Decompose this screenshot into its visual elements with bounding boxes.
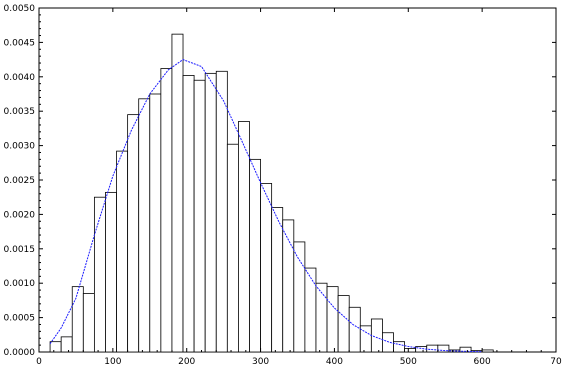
histogram-bar (260, 183, 273, 353)
histogram-bar (105, 191, 117, 353)
y-tick-label: 0.0000 (4, 348, 36, 358)
y-axis: 0.0000 0.0005 0.0010 0.0015 0.0020 0.0025 0.00… (4, 4, 556, 358)
histogram-bar (71, 286, 84, 353)
histogram-bar (481, 349, 494, 353)
histogram-bar (127, 114, 140, 353)
histogram-bar (348, 306, 361, 353)
y-tick-label: 0.0040 (4, 73, 36, 83)
histogram-bar (437, 344, 450, 353)
histogram-bar (182, 75, 195, 353)
histogram-bar (249, 158, 261, 353)
x-tick-label: 300 (252, 357, 269, 367)
y-tick-label: 0.0010 (4, 279, 36, 289)
histogram-bar (82, 293, 95, 353)
histogram-bar (459, 346, 472, 353)
histogram-bar (326, 286, 339, 353)
x-tick-label: 70 (550, 357, 562, 367)
y-tick-label: 0.0015 (4, 245, 36, 255)
x-tick-label: 600 (474, 357, 491, 367)
x-tick-label: 200 (178, 357, 195, 367)
y-tick-label: 0.0035 (4, 107, 36, 117)
histogram-bar (238, 121, 250, 353)
histogram-bar (370, 318, 383, 353)
x-tick-label: 100 (104, 357, 121, 367)
histogram-bar (315, 282, 328, 353)
histogram-bar (426, 344, 439, 353)
histogram-bar (337, 295, 350, 353)
histogram-bar (60, 336, 73, 353)
y-tick-label: 0.0030 (4, 142, 36, 152)
histogram-bar (149, 93, 162, 353)
histogram-bars (49, 33, 494, 353)
histogram-bar (393, 341, 405, 353)
y-tick-label: 0.0020 (4, 210, 36, 220)
y-tick-label: 0.0025 (4, 176, 36, 186)
histogram-bar (404, 348, 417, 353)
x-axis: 0 100 200 300 400 500 600 70 (36, 8, 562, 367)
histogram-bar (204, 72, 217, 353)
histogram-bar (93, 196, 106, 353)
histogram-bar (171, 33, 184, 353)
histogram-bar (116, 150, 129, 353)
y-tick-label: 0.0050 (4, 4, 36, 14)
histogram-bar (293, 241, 306, 353)
histogram-bar (160, 68, 173, 353)
histogram-bar (193, 79, 206, 353)
x-tick-label: 0 (36, 357, 42, 367)
histogram-bar (215, 70, 228, 353)
histogram-bar (226, 143, 239, 353)
histogram-bar (359, 325, 372, 353)
y-tick-label: 0.0045 (4, 38, 36, 48)
x-tick-label: 500 (400, 357, 417, 367)
histogram-bar (49, 341, 62, 353)
x-tick-label: 400 (326, 357, 343, 367)
fitted-density-curve (49, 59, 483, 353)
histogram-bar (138, 98, 151, 353)
histogram-bar (304, 267, 317, 353)
histogram-bar (271, 207, 284, 353)
y-tick-label: 0.0005 (4, 314, 36, 324)
